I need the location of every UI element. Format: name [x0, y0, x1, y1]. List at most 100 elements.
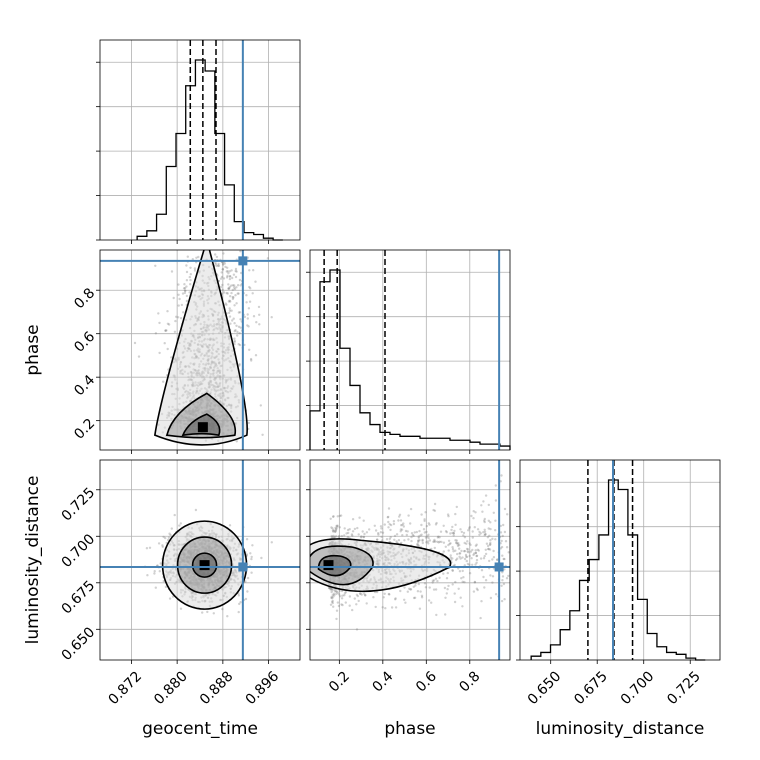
scatter-point	[398, 513, 402, 516]
scatter-point	[334, 529, 338, 532]
scatter-point	[505, 577, 509, 580]
scatter-point	[475, 554, 479, 557]
scatter-point	[346, 528, 350, 532]
scatter-point	[483, 530, 487, 533]
scatter-point	[221, 268, 224, 271]
scatter-point	[225, 276, 229, 279]
scatter-point	[502, 557, 505, 561]
scatter-point	[460, 530, 463, 534]
scatter-point	[458, 543, 461, 547]
scatter-point	[471, 530, 474, 533]
scatter-point	[495, 558, 499, 562]
scatter-point	[332, 515, 335, 518]
scatter-point	[206, 610, 209, 614]
scatter-point	[399, 519, 403, 522]
scatter-point	[364, 594, 367, 597]
scatter-point	[168, 597, 172, 600]
scatter-point	[494, 519, 497, 522]
scatter-point	[397, 539, 401, 542]
scatter-point	[329, 588, 332, 591]
scatter-point	[331, 600, 334, 604]
scatter-point	[238, 311, 242, 314]
scatter-point	[231, 319, 234, 322]
scatter-point	[239, 318, 242, 321]
scatter-point	[165, 329, 168, 332]
scatter-point	[334, 530, 337, 533]
scatter-point	[472, 517, 475, 520]
scatter-point	[250, 571, 253, 574]
scatter-point	[489, 541, 492, 545]
scatter-point	[400, 541, 403, 545]
scatter-point	[214, 253, 217, 256]
scatter-point	[428, 586, 431, 589]
scatter-point	[195, 256, 198, 259]
scatter-point	[487, 547, 490, 551]
scatter-point	[482, 500, 485, 503]
scatter-point	[245, 294, 248, 297]
scatter-point	[424, 586, 428, 589]
scatter-point	[133, 341, 137, 345]
y-tick-label-phase-2: 0.6	[71, 329, 98, 356]
scatter-point	[252, 315, 256, 318]
scatter-point	[474, 563, 477, 566]
scatter-point	[226, 292, 229, 295]
scatter-point	[179, 607, 183, 610]
scatter-point	[166, 347, 169, 351]
scatter-point	[428, 523, 431, 526]
scatter-point	[227, 272, 230, 275]
scatter-point	[233, 330, 236, 333]
scatter-point	[446, 513, 450, 516]
scatter-point	[170, 527, 173, 530]
scatter-point	[500, 545, 504, 549]
scatter-point	[329, 517, 332, 520]
scatter-point	[212, 612, 215, 615]
scatter-point	[330, 590, 333, 594]
scatter-point	[246, 576, 250, 580]
scatter-point	[179, 522, 182, 525]
scatter-point	[488, 559, 491, 563]
scatter-point	[393, 538, 396, 541]
scatter-point	[183, 289, 187, 292]
scatter-point	[472, 510, 475, 513]
scatter-point	[480, 504, 483, 507]
scatter-point	[421, 539, 424, 542]
scatter-point	[336, 591, 340, 594]
scatter-point	[483, 534, 486, 537]
scatter-point	[446, 588, 449, 591]
scatter-point	[368, 528, 371, 531]
scatter-point	[468, 542, 471, 545]
scatter-point	[435, 521, 438, 525]
scatter-point	[454, 539, 457, 542]
scatter-point	[472, 590, 476, 593]
scatter-point	[462, 531, 466, 535]
scatter-point	[488, 543, 492, 546]
scatter-point	[230, 309, 233, 312]
scatter-point	[400, 528, 404, 531]
scatter-point	[476, 548, 479, 551]
scatter-point	[484, 494, 488, 497]
scatter-point	[447, 515, 450, 518]
scatter-point	[484, 579, 488, 582]
scatter-point	[250, 359, 253, 362]
scatter-point	[403, 539, 406, 542]
scatter-point	[336, 525, 339, 528]
scatter-point	[394, 597, 397, 600]
scatter-point	[458, 552, 461, 555]
scatter-point	[234, 329, 237, 332]
scatter-point	[137, 355, 141, 358]
scatter-point	[252, 269, 255, 272]
scatter-point	[177, 283, 180, 286]
scatter-point	[236, 292, 239, 295]
scatter-point	[453, 600, 457, 604]
scatter-point	[483, 586, 486, 589]
scatter-point	[373, 524, 376, 527]
scatter-point	[343, 592, 347, 595]
scatter-point	[233, 337, 236, 340]
scatter-point	[447, 549, 450, 552]
scatter-point	[353, 597, 356, 600]
joint-content-1-0	[100, 250, 300, 450]
scatter-point	[178, 297, 181, 301]
scatter-point	[409, 522, 412, 525]
scatter-point	[335, 527, 338, 530]
scatter-point	[234, 275, 238, 279]
